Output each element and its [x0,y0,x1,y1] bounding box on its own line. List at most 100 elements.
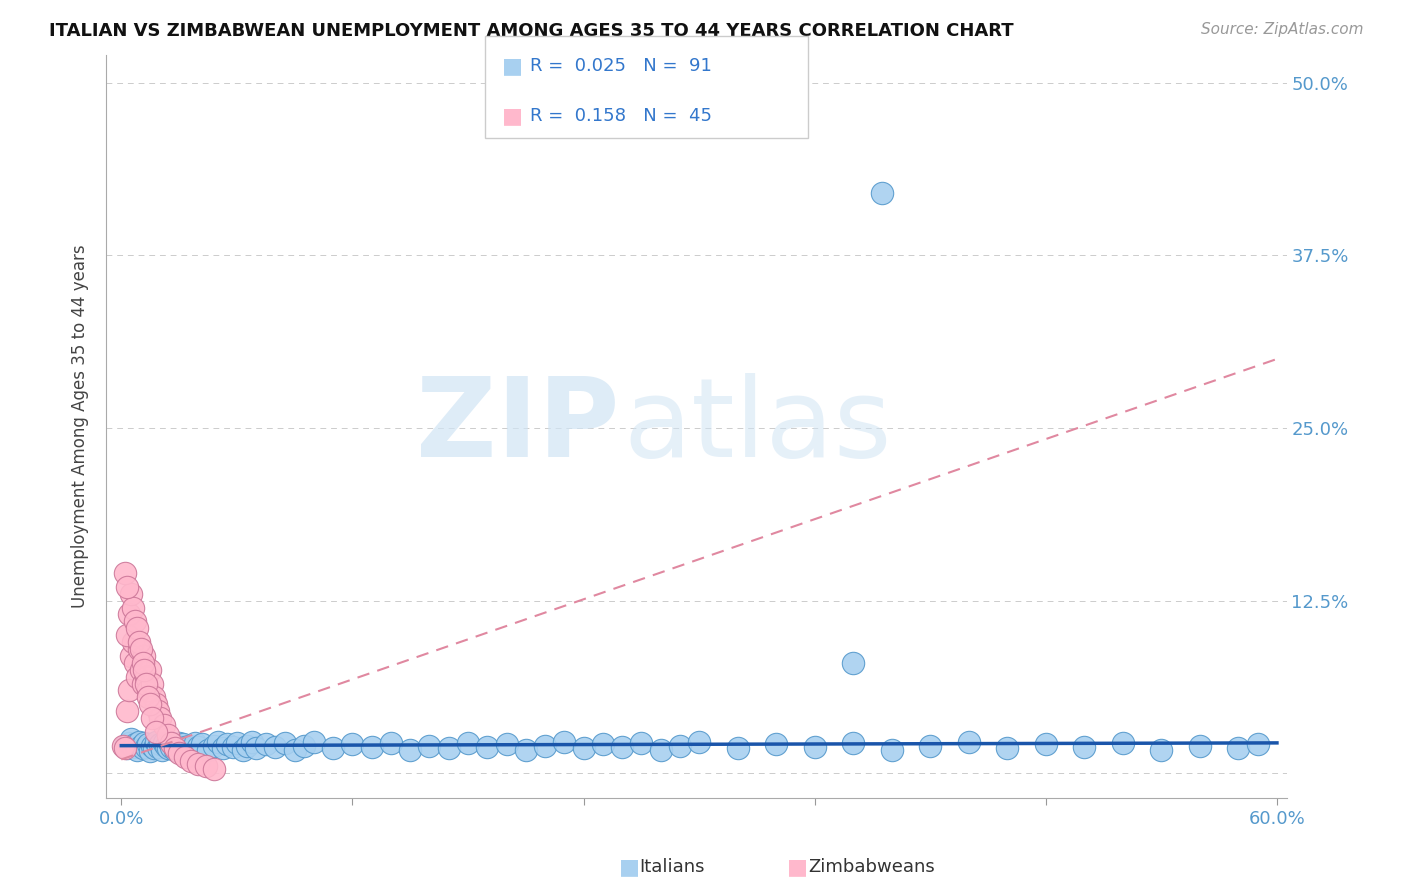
Point [135,676,157,690]
Point [167,746,190,760]
Point [112,739,135,753]
Point [134,736,156,750]
Point [181,741,204,756]
Text: ■: ■ [619,857,640,877]
Point [135,739,157,754]
Point [160,736,183,750]
Point [418,739,440,753]
Point [115,704,138,718]
Point [225,736,247,750]
Text: ZIP: ZIP [416,373,620,480]
Point [165,743,187,757]
Point [124,737,146,751]
Point [118,607,141,622]
Point [115,580,138,594]
Point [380,736,402,750]
Point [134,648,156,663]
Point [995,741,1018,756]
Point [630,736,652,750]
Point [122,635,145,649]
Point [1227,741,1250,756]
Text: R =  0.025   N =  91: R = 0.025 N = 91 [530,57,711,76]
Point [128,635,150,649]
Point [135,670,157,684]
Point [118,736,141,750]
Point [187,739,209,754]
Point [572,741,595,756]
Point [141,711,163,725]
Point [322,741,344,756]
Text: Source: ZipAtlas.com: Source: ZipAtlas.com [1201,22,1364,37]
Point [136,683,159,698]
Point [240,734,263,748]
Point [122,739,145,754]
Point [1188,739,1211,753]
Point [122,600,145,615]
Point [1247,737,1270,751]
Point [842,656,865,670]
Point [495,737,517,751]
Point [129,663,152,677]
Point [114,566,136,580]
Point [457,736,479,750]
Point [173,739,195,754]
Point [360,739,382,754]
Point [141,739,163,753]
Point [149,711,172,725]
Point [669,739,692,753]
Point [166,739,188,753]
Point [610,739,633,754]
Point [143,690,166,705]
Point [149,737,172,751]
Point [274,736,297,750]
Point [129,642,152,657]
Point [195,759,218,773]
Point [146,739,169,754]
Point [302,734,325,748]
Point [156,728,179,742]
Text: ■: ■ [502,56,523,77]
Point [553,734,575,748]
Point [150,743,173,757]
Point [235,739,257,753]
Point [136,690,159,705]
Point [156,741,179,756]
Point [399,743,422,757]
Point [143,741,166,756]
Point [145,724,167,739]
Point [202,762,225,776]
Point [165,741,187,756]
Point [284,743,307,757]
Point [180,754,202,768]
Point [139,663,162,677]
Point [125,743,148,757]
Point [152,718,174,732]
Point [803,739,825,754]
Point [145,697,167,711]
Point [842,736,865,750]
Point [232,743,254,757]
Point [125,621,148,635]
Point [115,628,138,642]
Point [145,734,167,748]
Point [957,734,980,748]
Point [207,734,229,748]
Point [136,737,159,751]
Point [534,739,557,753]
Point [152,736,174,750]
Point [177,739,200,753]
Point [128,734,150,748]
Point [880,743,903,757]
Point [727,741,749,756]
Point [292,739,315,753]
Point [131,741,153,756]
Point [477,739,499,754]
Y-axis label: Unemployment Among Ages 35 to 44 years: Unemployment Among Ages 35 to 44 years [72,244,89,608]
Text: Italians: Italians [640,858,706,876]
Point [124,656,146,670]
Point [202,739,225,753]
Text: ITALIAN VS ZIMBABWEAN UNEMPLOYMENT AMONG AGES 35 TO 44 YEARS CORRELATION CHART: ITALIAN VS ZIMBABWEAN UNEMPLOYMENT AMONG… [49,22,1014,40]
Point [437,741,460,756]
Point [146,704,169,718]
Text: atlas: atlas [623,373,891,480]
